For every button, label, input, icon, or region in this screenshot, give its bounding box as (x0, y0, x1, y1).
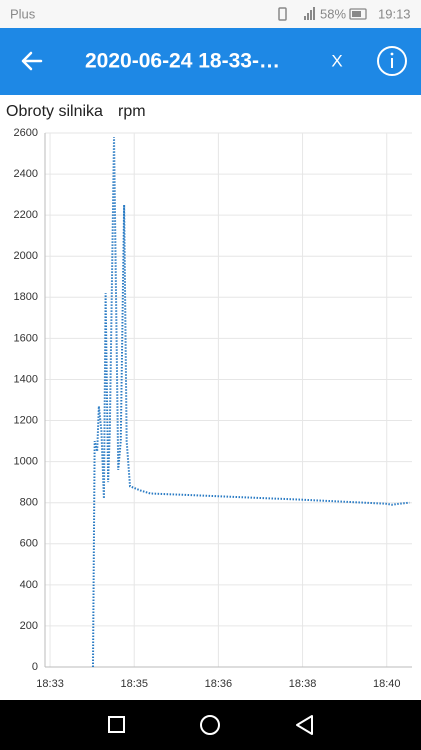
y-tick-label: 0 (32, 661, 38, 673)
carrier: Plus (10, 6, 36, 21)
back-nav-button[interactable] (296, 715, 313, 735)
x-tick-label: 18:33 (36, 678, 64, 690)
y-tick-label: 2400 (14, 168, 38, 180)
x-tick-label: 18:40 (373, 678, 401, 690)
app-title: 2020-06-24 18-33-… (85, 50, 280, 73)
y-tick-label: 400 (20, 579, 38, 591)
home-button[interactable] (200, 715, 220, 735)
y-tick-label: 1800 (14, 291, 38, 303)
y-tick-label: 2600 (14, 127, 38, 139)
y-tick-label: 800 (20, 497, 38, 509)
info-button[interactable] (377, 46, 407, 76)
y-tick-label: 2200 (14, 209, 38, 221)
back-button[interactable] (21, 51, 43, 71)
clock: 19:13 (378, 6, 411, 21)
y-tick-label: 1000 (14, 456, 38, 468)
x-tick-label: 18:36 (205, 678, 233, 690)
y-tick-label: 1400 (14, 373, 38, 385)
y-tick-label: 1200 (14, 414, 38, 426)
battery-level: 58% (320, 6, 346, 21)
y-tick-label: 1600 (14, 332, 38, 344)
x-tick-label: 18:35 (120, 678, 148, 690)
chart-title: Obroty silnika (6, 103, 103, 120)
nav-bar (0, 700, 421, 750)
close-button[interactable]: X (331, 51, 342, 70)
app-bar (0, 28, 421, 95)
status-bar (0, 0, 421, 28)
data-line (91, 137, 410, 668)
x-tick-label: 18:38 (289, 678, 317, 690)
unit-label: rpm (118, 103, 146, 120)
status-icons (278, 7, 367, 21)
recents-button[interactable] (108, 716, 125, 733)
y-tick-label: 600 (20, 538, 38, 550)
y-tick-label: 2000 (14, 250, 38, 262)
y-tick-label: 200 (20, 620, 38, 632)
